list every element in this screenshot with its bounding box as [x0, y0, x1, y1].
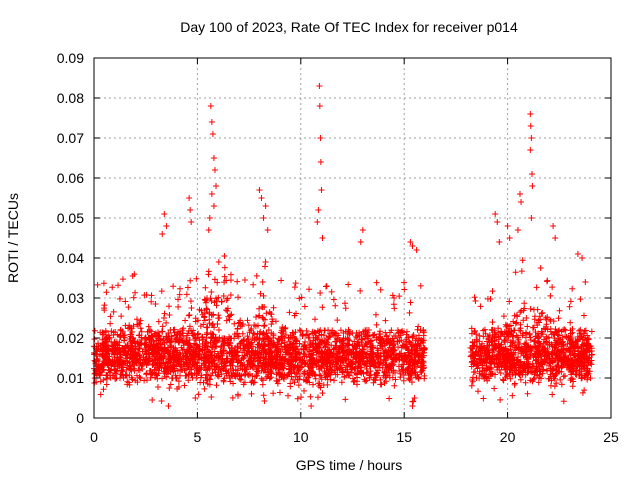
roti-point — [317, 159, 324, 165]
roti-point — [527, 147, 534, 153]
roti-point — [264, 227, 271, 233]
roti-point — [161, 211, 168, 217]
roti-point — [260, 215, 267, 221]
x-tick-label: 25 — [603, 429, 619, 445]
roti-point — [409, 403, 416, 409]
roti-point — [209, 131, 216, 137]
roti-point — [494, 219, 501, 225]
roti-point — [210, 203, 217, 209]
roti-point — [492, 211, 499, 217]
roti-point — [496, 239, 503, 245]
roti-point — [357, 239, 364, 245]
roti-point — [528, 215, 535, 221]
roti-point — [314, 219, 321, 225]
roti-point — [409, 243, 416, 249]
y-tick-label: 0.05 — [57, 210, 84, 226]
roti-point — [504, 223, 511, 229]
chart-title: Day 100 of 2023, Rate Of TEC Index for r… — [180, 19, 518, 35]
roti-point — [574, 251, 581, 257]
y-tick-label: 0.04 — [57, 250, 84, 266]
y-tick-label: 0.02 — [57, 330, 84, 346]
roti-point — [527, 123, 534, 129]
roti-point — [315, 207, 322, 213]
roti-point — [317, 135, 324, 141]
roti-point — [205, 227, 212, 233]
roti-point — [165, 403, 172, 409]
roti-point — [213, 183, 220, 189]
roti-point — [188, 219, 195, 225]
y-tick-label: 0.03 — [57, 290, 84, 306]
x-tick-label: 5 — [194, 429, 202, 445]
roti-point — [187, 207, 194, 213]
y-tick-label: 0.07 — [57, 130, 84, 146]
roti-point — [407, 239, 414, 245]
roti-point — [518, 199, 525, 205]
roti-point — [163, 223, 170, 229]
y-tick-label: 0.09 — [57, 50, 84, 66]
roti-point — [527, 111, 534, 117]
roti-point — [207, 103, 214, 109]
roti-point — [316, 83, 323, 89]
x-tick-label: 10 — [293, 429, 309, 445]
y-axis-label: ROTI / TECUs — [5, 193, 21, 283]
roti-point — [208, 191, 215, 197]
roti-point — [211, 167, 218, 173]
roti-point — [359, 227, 366, 233]
roti-point — [192, 395, 199, 401]
x-axis-label: GPS time / hours — [296, 457, 403, 473]
roti-point — [552, 235, 559, 241]
roti-point — [319, 235, 326, 241]
roti-point — [579, 255, 586, 261]
y-tick-label: 0.08 — [57, 90, 84, 106]
y-tick-labels: 0 0.01 0.02 0.03 0.04 0.05 0.06 0.07 0.08 0.09 — [57, 50, 84, 426]
roti-point — [528, 135, 535, 141]
roti-point — [206, 215, 213, 221]
roti-point-cloud — [91, 252, 596, 405]
axis-ticks — [93, 57, 612, 419]
x-tick-label: 0 — [90, 429, 98, 445]
roti-point — [159, 231, 166, 237]
roti-point — [208, 119, 215, 125]
roti-point — [506, 235, 513, 241]
roti-point — [308, 403, 315, 409]
roti-point — [262, 203, 269, 209]
roti-point — [413, 247, 420, 253]
roti-point — [517, 191, 524, 197]
roti-point — [529, 183, 536, 189]
y-tick-label: 0 — [76, 410, 84, 426]
x-tick-label: 15 — [396, 429, 412, 445]
y-tick-label: 0.06 — [57, 170, 84, 186]
y-tick-label: 0.01 — [57, 370, 84, 386]
x-tick-labels: 0 5 10 15 20 25 — [90, 429, 619, 445]
roti-point — [186, 195, 193, 201]
roti-point — [210, 155, 217, 161]
roti-point — [258, 195, 265, 201]
roti-point — [514, 227, 521, 233]
roti-point — [316, 103, 323, 109]
roti-point — [411, 395, 418, 401]
data-points — [91, 83, 596, 409]
roti-point — [550, 223, 557, 229]
roti-point — [529, 171, 536, 177]
plot-frame — [93, 57, 612, 419]
roti-point — [318, 187, 325, 193]
roti-point — [256, 187, 263, 193]
x-tick-label: 20 — [500, 429, 516, 445]
